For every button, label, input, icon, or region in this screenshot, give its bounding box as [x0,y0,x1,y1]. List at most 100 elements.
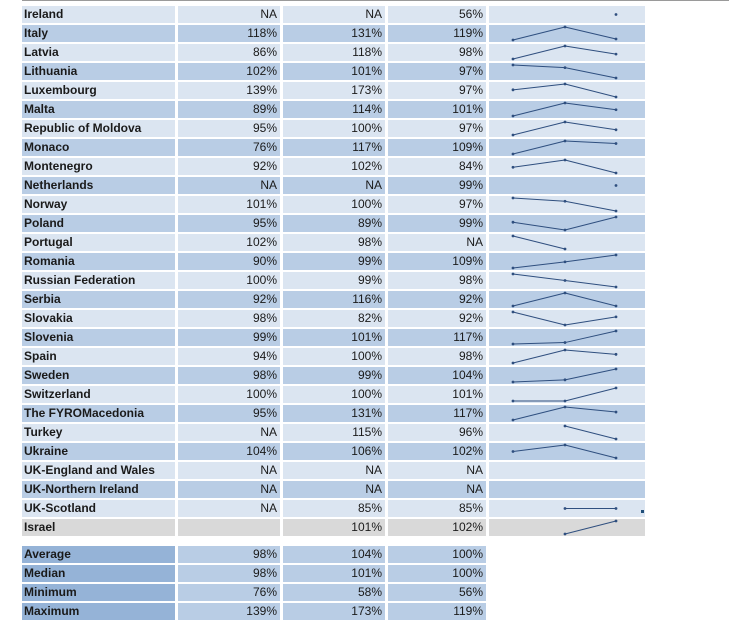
value-cell[interactable]: NA [388,462,486,479]
country-cell[interactable]: UK-Scotland [22,500,175,517]
value-cell[interactable]: 98% [388,348,486,365]
country-cell[interactable]: Russian Federation [22,272,175,289]
value-cell[interactable]: 92% [388,291,486,308]
country-cell[interactable]: Lithuania [22,63,175,80]
value-cell[interactable]: 98% [178,367,280,384]
sparkline-cell[interactable] [489,139,645,156]
sparkline-cell[interactable] [489,367,645,384]
value-cell[interactable]: 100% [283,120,385,137]
sparkline-cell[interactable] [489,291,645,308]
value-cell[interactable]: 97% [388,120,486,137]
summary-value[interactable]: 58% [283,584,385,601]
country-cell[interactable]: Romania [22,253,175,270]
country-cell[interactable]: Sweden [22,367,175,384]
summary-value[interactable]: 139% [178,603,280,620]
value-cell[interactable]: 139% [178,82,280,99]
value-cell[interactable]: 99% [283,272,385,289]
selection-handle[interactable] [641,510,644,513]
country-cell[interactable]: Portugal [22,234,175,251]
value-cell[interactable]: NA [283,462,385,479]
value-cell[interactable]: 117% [388,405,486,422]
country-cell[interactable]: Netherlands [22,177,175,194]
value-cell[interactable]: 95% [178,405,280,422]
sparkline-cell[interactable] [489,386,645,403]
value-cell[interactable]: 98% [283,234,385,251]
country-cell[interactable]: Monaco [22,139,175,156]
value-cell[interactable]: 117% [283,139,385,156]
value-cell[interactable]: 92% [388,310,486,327]
value-cell[interactable]: NA [178,500,280,517]
value-cell[interactable]: 100% [283,196,385,213]
value-cell[interactable]: 99% [283,367,385,384]
summary-value[interactable]: 101% [283,565,385,582]
value-cell[interactable]: 119% [388,25,486,42]
value-cell[interactable]: 100% [283,348,385,365]
value-cell[interactable]: 100% [178,386,280,403]
value-cell[interactable]: 97% [388,196,486,213]
value-cell[interactable]: 101% [283,519,385,536]
sparkline-cell[interactable] [489,6,645,23]
value-cell[interactable]: 102% [178,234,280,251]
value-cell[interactable]: 99% [388,177,486,194]
value-cell[interactable]: 95% [178,120,280,137]
country-cell[interactable]: Malta [22,101,175,118]
country-cell[interactable]: UK-England and Wales [22,462,175,479]
country-cell[interactable]: Turkey [22,424,175,441]
value-cell[interactable]: 99% [178,329,280,346]
value-cell[interactable]: 92% [178,291,280,308]
value-cell[interactable]: 100% [178,272,280,289]
value-cell[interactable] [178,519,280,536]
country-cell[interactable]: Italy [22,25,175,42]
country-cell[interactable]: Switzerland [22,386,175,403]
sparkline-cell[interactable] [489,424,645,441]
country-cell[interactable]: Montenegro [22,158,175,175]
value-cell[interactable]: 131% [283,25,385,42]
sparkline-cell[interactable] [489,234,645,251]
value-cell[interactable]: 115% [283,424,385,441]
value-cell[interactable]: 89% [178,101,280,118]
value-cell[interactable]: 95% [178,215,280,232]
value-cell[interactable]: 98% [388,272,486,289]
value-cell[interactable]: 118% [283,44,385,61]
value-cell[interactable]: 104% [388,367,486,384]
country-cell[interactable]: Ireland [22,6,175,23]
value-cell[interactable]: 102% [178,63,280,80]
value-cell[interactable]: NA [178,6,280,23]
country-cell[interactable]: Republic of Moldova [22,120,175,137]
value-cell[interactable]: 82% [283,310,385,327]
value-cell[interactable]: 56% [388,6,486,23]
value-cell[interactable]: 101% [283,63,385,80]
value-cell[interactable]: 92% [178,158,280,175]
sparkline-cell[interactable] [489,481,645,498]
sparkline-cell[interactable] [489,177,645,194]
sparkline-cell[interactable] [489,196,645,213]
country-cell[interactable]: Slovakia [22,310,175,327]
sparkline-cell[interactable] [489,101,645,118]
summary-label[interactable]: Average [22,546,175,563]
country-cell[interactable]: Ukraine [22,443,175,460]
value-cell[interactable]: NA [388,234,486,251]
sparkline-cell[interactable] [489,500,645,517]
value-cell[interactable]: 89% [283,215,385,232]
sparkline-cell[interactable] [489,519,645,536]
sparkline-cell[interactable] [489,253,645,270]
summary-value[interactable]: 100% [388,565,486,582]
sparkline-cell[interactable] [489,25,645,42]
summary-value[interactable]: 104% [283,546,385,563]
summary-label[interactable]: Median [22,565,175,582]
value-cell[interactable]: 102% [388,519,486,536]
value-cell[interactable]: 90% [178,253,280,270]
summary-value[interactable]: 98% [178,546,280,563]
sparkline-cell[interactable] [489,443,645,460]
value-cell[interactable]: 102% [283,158,385,175]
sparkline-cell[interactable] [489,120,645,137]
country-cell[interactable]: The FYROMacedonia [22,405,175,422]
summary-label[interactable]: Minimum [22,584,175,601]
value-cell[interactable]: 101% [388,386,486,403]
country-cell[interactable]: Spain [22,348,175,365]
sparkline-cell[interactable] [489,348,645,365]
sparkline-cell[interactable] [489,329,645,346]
sparkline-cell[interactable] [489,82,645,99]
value-cell[interactable]: 116% [283,291,385,308]
value-cell[interactable]: NA [178,462,280,479]
